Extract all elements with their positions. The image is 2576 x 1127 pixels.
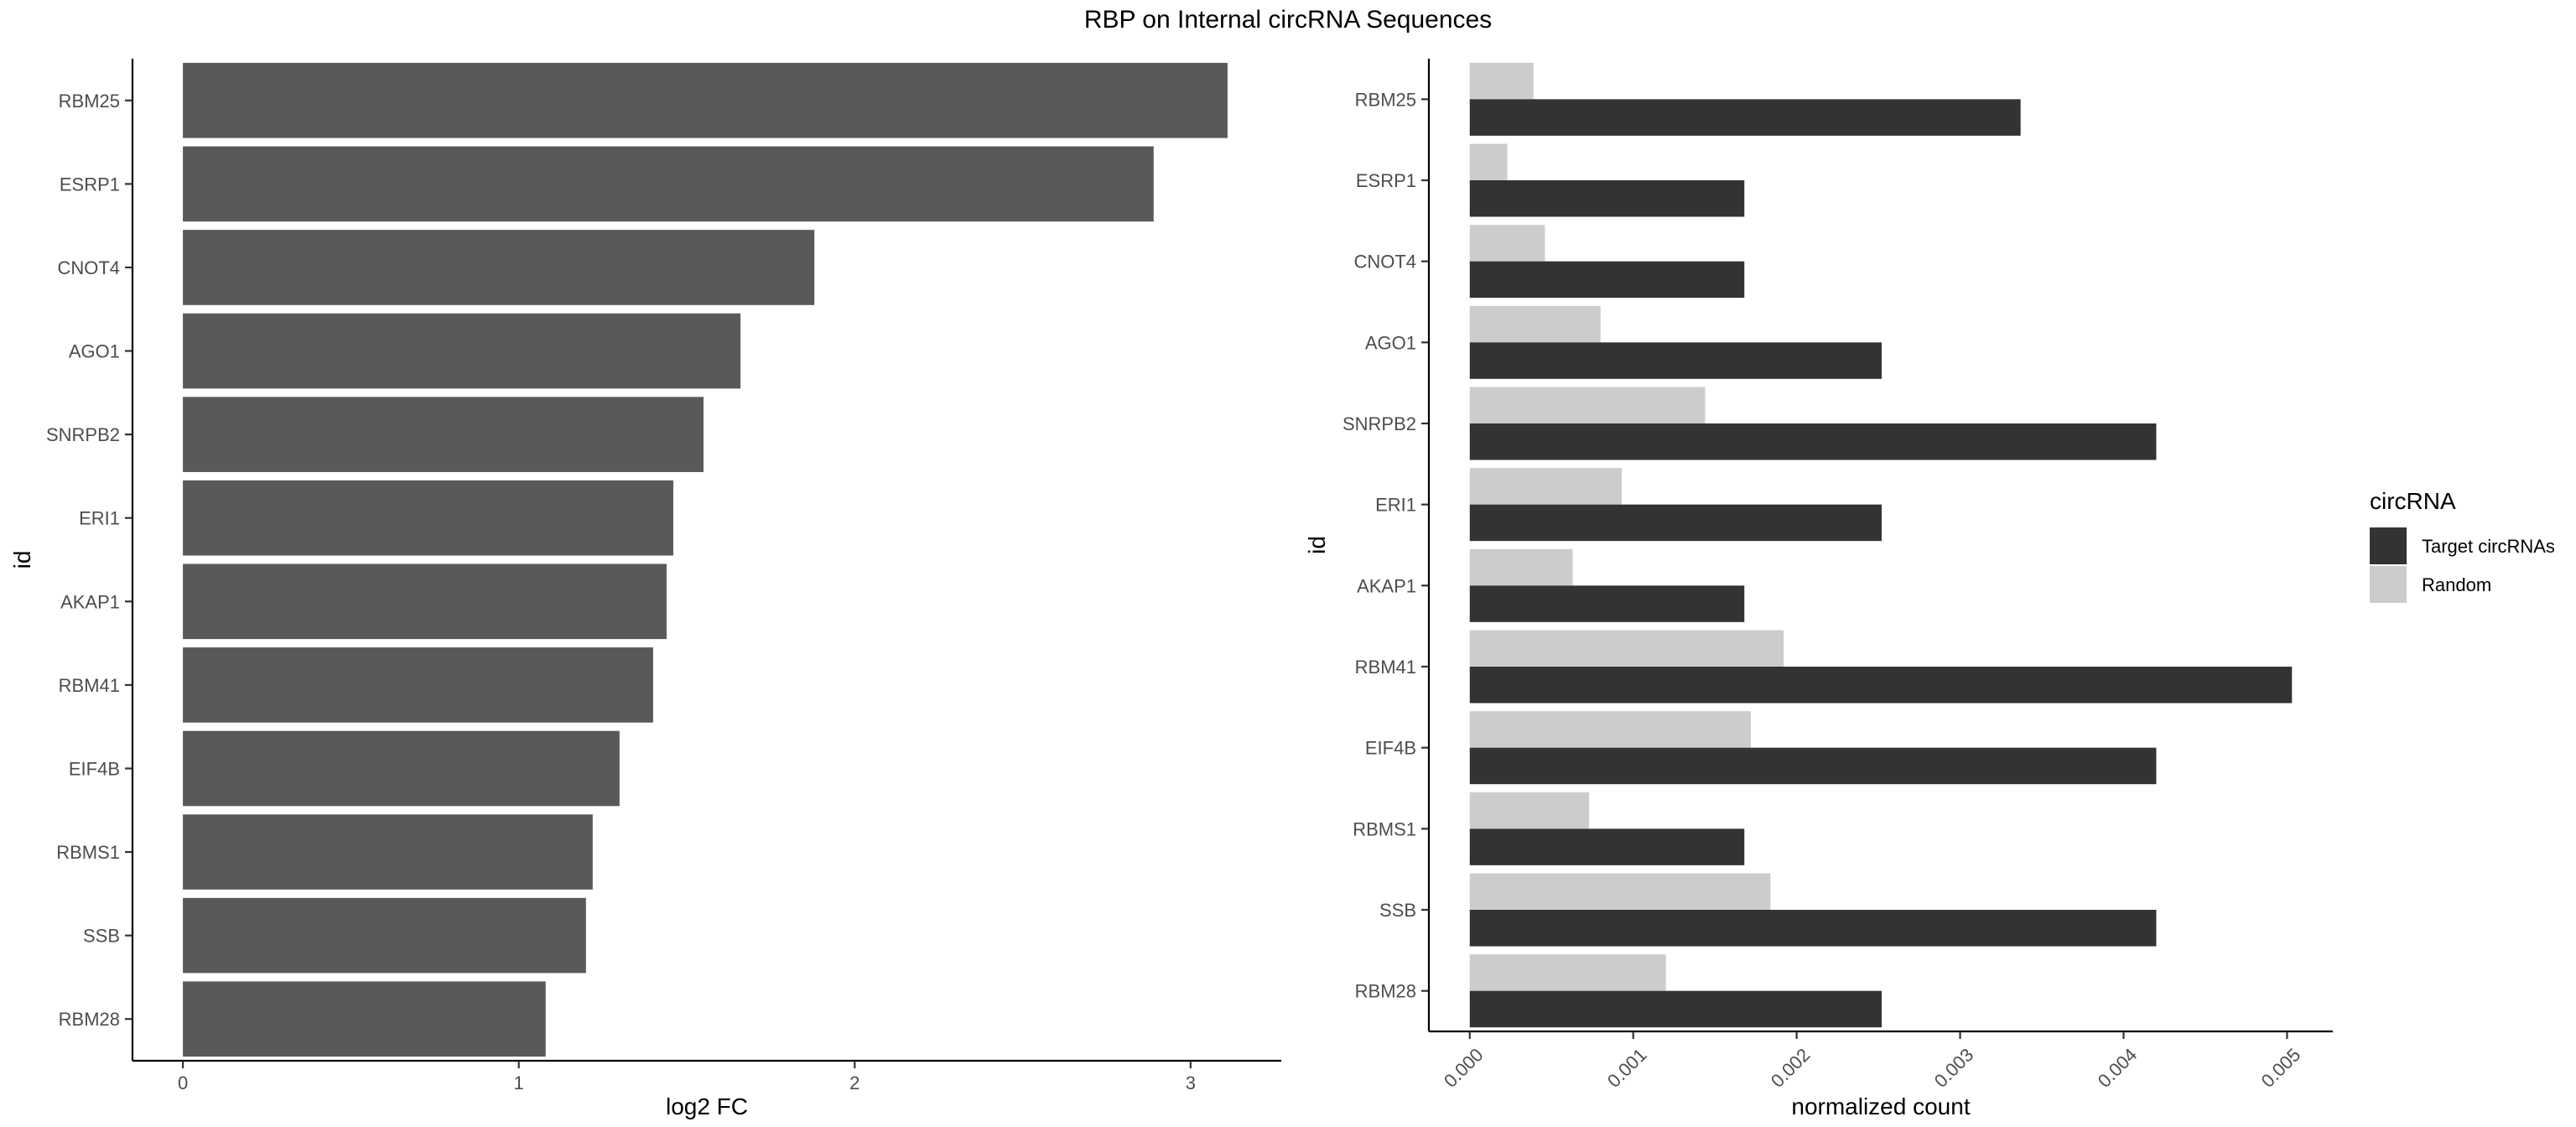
x-tick-label: 0.003 (1930, 1044, 1978, 1092)
y-tick-label: RBM28 (59, 1009, 120, 1030)
bar-target-eri1 (1469, 504, 1882, 542)
bar-rbm28 (183, 981, 546, 1057)
y-tick-label: AGO1 (1365, 332, 1416, 353)
x-tick-label: 0.004 (2094, 1044, 2142, 1092)
bar-eri1 (183, 480, 673, 556)
y-tick-label: EIF4B (69, 758, 120, 779)
bar-target-ago1 (1469, 342, 1882, 379)
bar-esrp1 (183, 146, 1154, 222)
bar-snrpb2 (183, 397, 704, 472)
y-axis-title: id (1304, 536, 1330, 554)
x-tick-label: 2 (849, 1072, 860, 1093)
bar-target-esrp1 (1469, 180, 1745, 217)
x-tick-label: 1 (514, 1072, 524, 1093)
y-tick-label: RBM41 (59, 675, 120, 696)
bar-rbms1 (183, 814, 593, 890)
y-tick-label: ESRP1 (1356, 170, 1416, 191)
x-tick-label: 0.002 (1767, 1044, 1815, 1092)
bar-target-rbm28 (1469, 990, 1882, 1028)
legend-label: Target circRNAs (2422, 536, 2555, 557)
y-tick-label: ERI1 (79, 508, 120, 529)
y-tick-label: RBMS1 (1353, 818, 1416, 839)
y-axis-title: id (9, 551, 35, 569)
y-tick-label: AKAP1 (1357, 575, 1416, 596)
bar-random-esrp1 (1469, 143, 1508, 180)
bar-random-ago1 (1469, 305, 1601, 343)
y-tick-label: EIF4B (1365, 738, 1416, 759)
y-tick-label: ESRP1 (60, 174, 120, 195)
y-tick-label: SSB (1379, 900, 1416, 921)
x-tick-label: 3 (1186, 1072, 1196, 1093)
bar-rbm25 (183, 62, 1228, 138)
bar-random-akap1 (1469, 548, 1573, 586)
legend-title: circRNA (2370, 488, 2456, 514)
bar-target-ssb (1469, 910, 2157, 947)
legend-swatch-target (2370, 527, 2407, 564)
legend-swatch-random (2370, 566, 2407, 603)
bar-random-eri1 (1469, 468, 1623, 505)
bar-target-rbms1 (1469, 828, 1745, 865)
bar-random-cnot4 (1469, 225, 1545, 262)
bar-random-rbm28 (1469, 954, 1666, 991)
y-tick-label: SSB (83, 926, 120, 947)
bar-target-snrpb2 (1469, 423, 2157, 460)
legend: circRNA Target circRNAs Random (2370, 488, 2555, 603)
x-tick-label: 0.001 (1603, 1044, 1651, 1092)
x-tick-label: 0.000 (1440, 1044, 1488, 1092)
bar-random-eif4b (1469, 711, 1752, 748)
bar-random-snrpb2 (1469, 387, 1706, 423)
bar-eif4b (183, 730, 620, 807)
right-chart-panel: RBM25 ESRP1 CNOT4 AGO1 SNRPB2 ERI1 AKAP1 RBM41 E… (1304, 59, 2333, 1119)
bar-target-eif4b (1469, 747, 2157, 785)
bar-ssb (183, 897, 586, 974)
y-tick-label: AGO1 (69, 341, 120, 362)
bar-random-rbms1 (1469, 792, 1590, 829)
y-tick-label: ERI1 (1375, 495, 1416, 516)
y-tick-label: CNOT4 (57, 257, 120, 278)
bar-akap1 (183, 564, 667, 640)
legend-label: Random (2422, 574, 2491, 595)
bar-target-rbm41 (1469, 667, 2293, 704)
x-axis-title: normalized count (1791, 1093, 1970, 1119)
bar-ago1 (183, 313, 741, 389)
y-tick-label: RBMS1 (56, 842, 120, 863)
y-tick-label: RBM28 (1355, 981, 1416, 1002)
x-axis-title: log2 FC (666, 1093, 748, 1119)
y-tick-label: RBM25 (59, 91, 120, 112)
y-tick-label: SNRPB2 (1343, 413, 1416, 434)
chart-title: RBP on Internal circRNA Sequences (1084, 6, 1492, 34)
x-tick-label: 0 (178, 1072, 188, 1093)
y-tick-label: CNOT4 (1353, 252, 1416, 273)
bar-target-akap1 (1469, 585, 1745, 622)
bar-random-rbm41 (1469, 630, 1784, 667)
bar-rbm41 (183, 647, 653, 723)
bar-random-ssb (1469, 873, 1771, 910)
x-tick-label: 0.005 (2257, 1044, 2305, 1092)
y-tick-label: RBM25 (1355, 89, 1416, 110)
bar-target-cnot4 (1469, 261, 1745, 299)
bar-target-rbm25 (1469, 99, 2021, 136)
y-tick-label: AKAP1 (60, 591, 120, 612)
y-tick-label: RBM41 (1355, 657, 1416, 678)
y-tick-label: SNRPB2 (46, 424, 120, 445)
left-chart-panel: RBM25 ESRP1 CNOT4 AGO1 SNRPB2 ERI1 AKAP1 RBM41 E… (9, 59, 1281, 1119)
bar-cnot4 (183, 230, 815, 305)
bar-random-rbm25 (1469, 62, 1534, 100)
